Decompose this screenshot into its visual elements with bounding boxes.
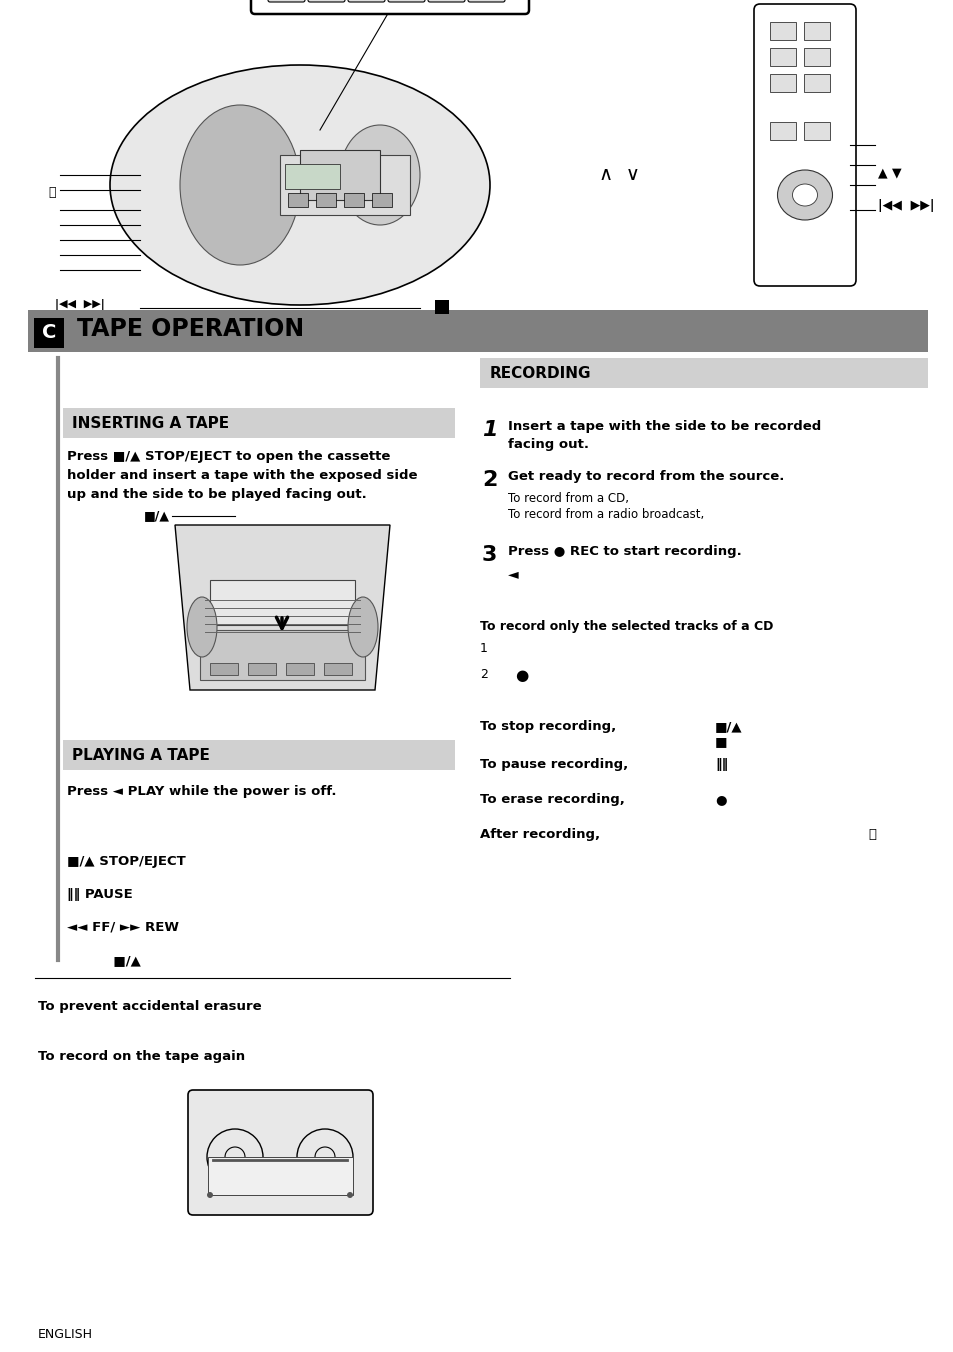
Text: ⏻: ⏻ [867,827,875,841]
Bar [435,300,449,314]
Text: INSERTING A TAPE: INSERTING A TAPE [71,415,229,430]
Text: |◀◀  ▶▶|: |◀◀ ▶▶| [55,300,105,311]
Text: ■/▲ STOP/EJECT: ■/▲ STOP/EJECT [67,854,186,868]
FancyBboxPatch shape [388,0,424,1]
Bar [286,662,314,675]
Text: To record from a CD,: To record from a CD, [507,492,628,506]
Text: ●: ● [515,668,528,683]
Bar [372,193,392,207]
Bar [280,155,410,215]
Bar [769,74,795,92]
FancyBboxPatch shape [428,0,464,1]
Text: After recording,: After recording, [479,827,599,841]
Text: RECORDING: RECORDING [490,365,591,380]
Text: 1: 1 [481,420,497,439]
Bar [803,22,829,41]
Text: ENGLISH: ENGLISH [38,1328,92,1341]
Ellipse shape [180,105,299,265]
Bar [803,74,829,92]
Text: ■/▲
■: ■/▲ ■ [714,721,741,748]
FancyBboxPatch shape [753,4,855,287]
FancyBboxPatch shape [188,1090,373,1215]
Circle shape [347,1192,353,1198]
Bar [63,408,455,438]
FancyBboxPatch shape [268,0,305,1]
FancyBboxPatch shape [468,0,504,1]
Bar [344,193,364,207]
Text: ■/▲: ■/▲ [67,955,141,967]
Ellipse shape [792,184,817,206]
Text: ∧  ∨: ∧ ∨ [598,165,639,184]
Text: ■/▲: ■/▲ [144,510,170,522]
Text: To record from a radio broadcast,: To record from a radio broadcast, [507,508,703,521]
Bar [200,630,365,680]
Text: C: C [42,323,56,342]
Bar [803,49,829,66]
Text: To record on the tape again: To record on the tape again [38,1051,245,1063]
Text: To record only the selected tracks of a CD: To record only the selected tracks of a … [479,621,773,633]
Text: Press ● REC to start recording.: Press ● REC to start recording. [507,545,741,558]
Text: Press ■/▲ STOP/EJECT to open the cassette
holder and insert a tape with the expo: Press ■/▲ STOP/EJECT to open the cassett… [67,450,417,502]
Text: To erase recording,: To erase recording, [479,794,624,806]
Bar [285,164,339,189]
Text: To prevent accidental erasure: To prevent accidental erasure [38,1000,261,1013]
Bar [315,193,335,207]
Bar [288,193,308,207]
Text: To stop recording,: To stop recording, [479,721,616,733]
Text: ‖‖ PAUSE: ‖‖ PAUSE [67,888,132,900]
Ellipse shape [777,170,832,220]
Bar [63,740,455,771]
FancyBboxPatch shape [308,0,345,1]
Bar [248,662,275,675]
Bar [28,310,927,352]
Polygon shape [174,525,390,690]
Text: 1: 1 [479,642,487,654]
FancyBboxPatch shape [251,0,529,14]
Ellipse shape [339,124,419,224]
Text: PLAYING A TAPE: PLAYING A TAPE [71,748,210,763]
Bar [803,122,829,141]
Bar [769,49,795,66]
Text: Insert a tape with the side to be recorded
facing out.: Insert a tape with the side to be record… [507,420,821,452]
Text: 2: 2 [479,668,487,681]
Text: ▲ ▼: ▲ ▼ [877,166,901,180]
Bar [479,358,927,388]
Text: ◄◄ FF/ ►► REW: ◄◄ FF/ ►► REW [67,921,179,934]
Text: |◀◀  ▶▶|: |◀◀ ▶▶| [877,199,934,211]
Bar [324,662,352,675]
Bar [769,22,795,41]
Bar [210,662,237,675]
Text: ◄: ◄ [507,566,518,581]
Ellipse shape [187,598,216,657]
Text: 2: 2 [481,470,497,489]
Text: ‖‖: ‖‖ [714,758,727,771]
Bar [299,150,379,200]
Circle shape [207,1192,213,1198]
Text: Press ◄ PLAY while the power is off.: Press ◄ PLAY while the power is off. [67,786,336,798]
Bar [208,1157,353,1195]
Ellipse shape [348,598,377,657]
Text: ●: ● [714,794,726,806]
Ellipse shape [110,65,490,306]
Bar [34,318,64,347]
Text: 3: 3 [481,545,497,565]
Text: ⏻: ⏻ [49,185,55,199]
Text: To pause recording,: To pause recording, [479,758,628,771]
Text: TAPE OPERATION: TAPE OPERATION [77,316,304,341]
Bar [769,122,795,141]
Text: Get ready to record from the source.: Get ready to record from the source. [507,470,783,483]
Bar [210,580,355,625]
FancyBboxPatch shape [348,0,385,1]
